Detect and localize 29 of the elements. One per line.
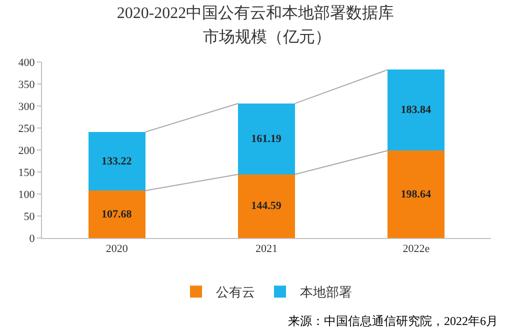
bar	[388, 150, 445, 238]
x-tick-label: 2020	[106, 243, 128, 256]
data-label: 161.19	[251, 132, 282, 145]
bar	[238, 103, 295, 174]
y-tick-label: 0	[29, 232, 36, 245]
y-tick-label: 150	[18, 166, 36, 179]
x-tick-label: 2021	[256, 243, 278, 256]
y-tick-label: 200	[18, 144, 36, 157]
y-tick-label: 250	[18, 122, 36, 135]
source-note: 来源：中国信息通信研究院，2022年6月	[288, 314, 498, 328]
data-label: 144.59	[251, 200, 282, 212]
y-tick-label: 300	[18, 100, 36, 113]
bar	[238, 174, 295, 238]
legend-label: 本地部署	[300, 284, 352, 300]
data-label: 133.22	[101, 155, 132, 168]
x-tick-label: 2022e	[402, 243, 430, 256]
data-label: 183.84	[400, 104, 432, 116]
data-label: 198.64	[400, 188, 432, 200]
bar	[88, 190, 146, 238]
y-tick-label: 350	[18, 78, 36, 91]
y-tick-label: 400	[18, 56, 36, 69]
chart-title: 2020-2022中国公有云和本地部署数据库	[116, 4, 394, 22]
bar	[88, 132, 146, 191]
y-tick-label: 50	[24, 210, 36, 223]
y-tick-label: 100	[18, 188, 36, 201]
bar	[388, 70, 445, 151]
data-label: 107.68	[101, 208, 132, 220]
chart-subtitle: 市场规模（亿元）	[203, 28, 331, 46]
legend-label: 公有云	[216, 284, 255, 300]
